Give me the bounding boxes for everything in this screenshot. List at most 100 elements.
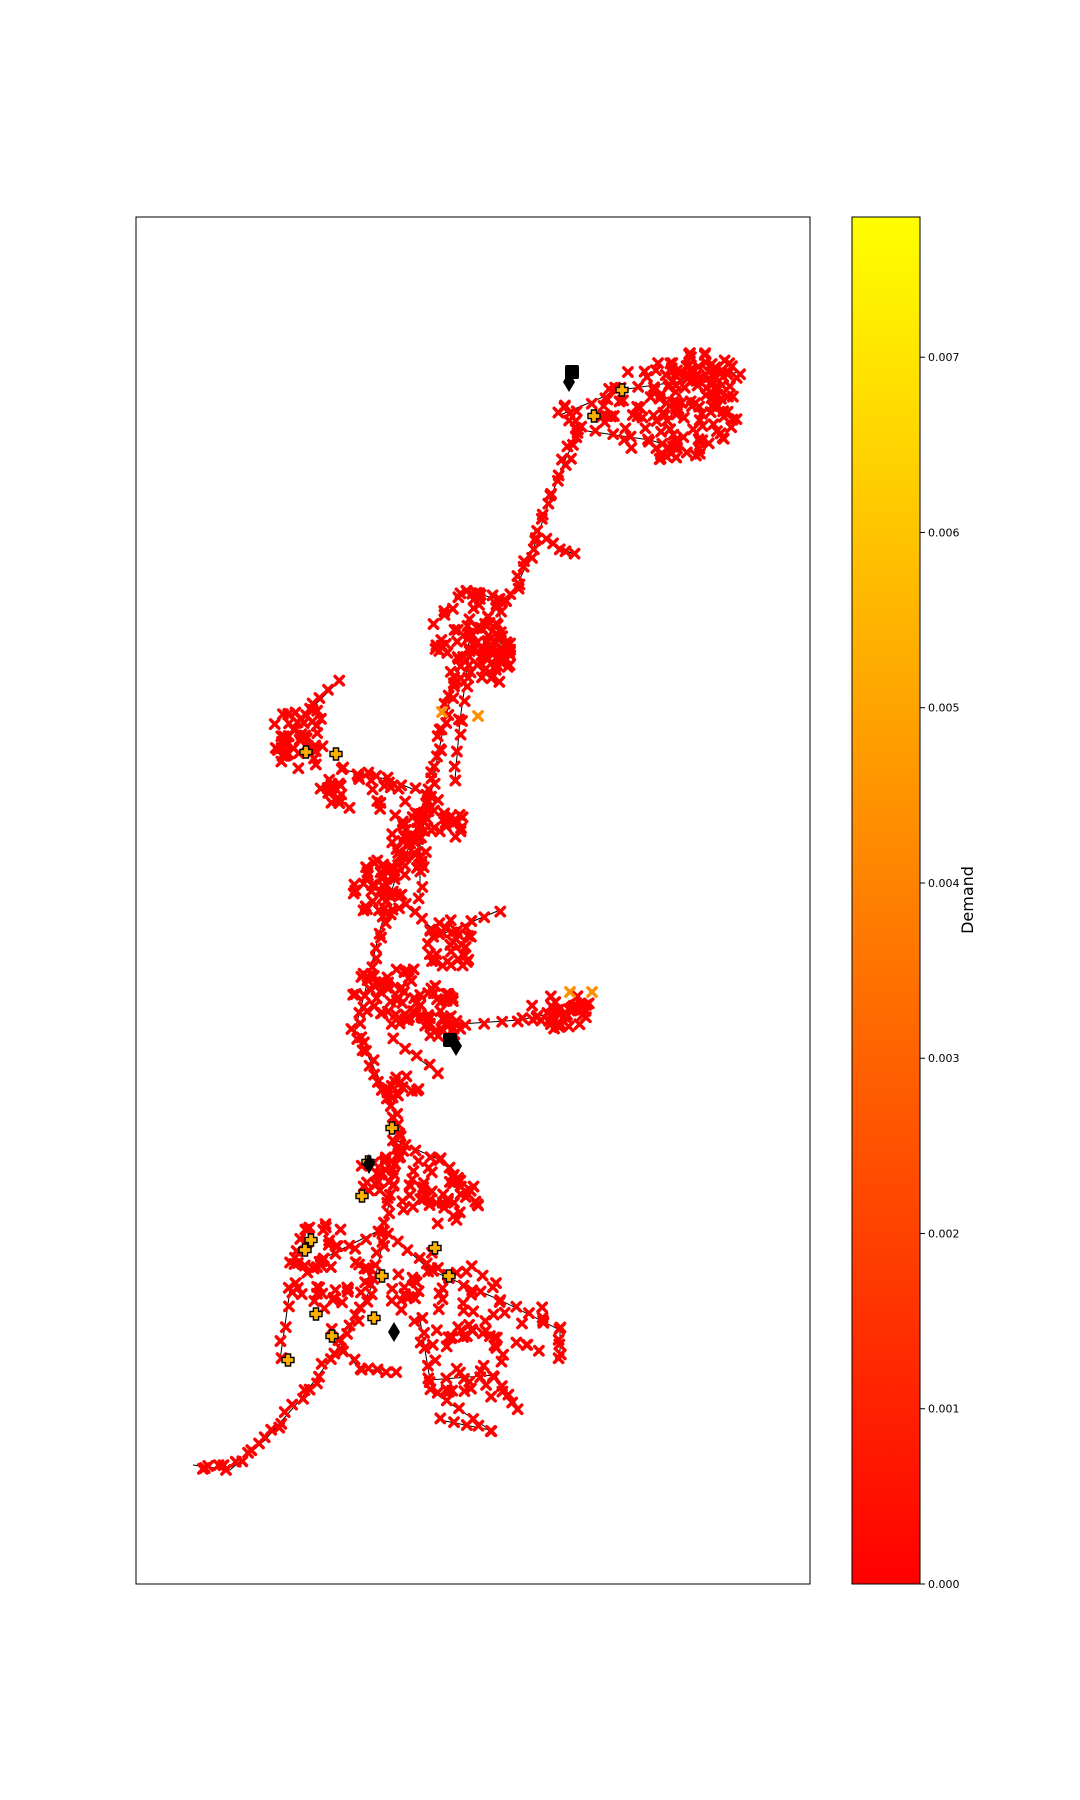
network-node xyxy=(389,809,402,822)
network-node xyxy=(322,683,334,696)
network-node xyxy=(399,859,411,872)
network-node xyxy=(438,608,451,621)
colorbar-label: Demand xyxy=(958,866,977,934)
network-node xyxy=(552,406,565,419)
network-node xyxy=(409,1144,422,1157)
network-node xyxy=(334,1223,347,1236)
network-node xyxy=(329,1284,342,1297)
network-node xyxy=(410,1049,423,1062)
network-node xyxy=(660,397,673,410)
network-node xyxy=(414,1336,427,1349)
network-node xyxy=(457,1297,470,1310)
network-node xyxy=(368,856,380,869)
network-node xyxy=(374,796,387,809)
network-node xyxy=(434,1152,447,1165)
network-node xyxy=(379,1155,392,1167)
network-node xyxy=(242,1446,254,1459)
network-node xyxy=(406,811,419,823)
network-node xyxy=(490,1277,502,1289)
network-node xyxy=(530,1011,543,1024)
network-node xyxy=(552,1007,564,1020)
network-node xyxy=(284,1256,297,1269)
network-node xyxy=(428,821,441,834)
network-node xyxy=(388,869,401,882)
network-node xyxy=(412,1155,425,1167)
colorbar-tick-label: 0.006 xyxy=(928,526,960,539)
network-node xyxy=(562,1003,575,1015)
network-node xyxy=(388,1168,400,1181)
network-node xyxy=(532,1344,545,1357)
network-node xyxy=(311,1287,323,1300)
network-node xyxy=(373,904,385,917)
network-node xyxy=(362,766,375,779)
plus-marker-node xyxy=(309,1307,323,1321)
network-node xyxy=(315,1357,328,1370)
network-node xyxy=(392,1089,404,1102)
network-node xyxy=(485,672,498,685)
plus-marker-node xyxy=(325,1329,339,1343)
network-node xyxy=(292,762,305,775)
network-node xyxy=(494,1294,507,1306)
network-node xyxy=(370,952,383,965)
network-node xyxy=(371,1076,384,1088)
network-node xyxy=(390,994,403,1007)
network-node xyxy=(342,1282,354,1295)
network-node xyxy=(414,999,427,1012)
network-node xyxy=(450,1213,463,1226)
network-node xyxy=(333,674,346,687)
network-node xyxy=(324,1353,337,1365)
network-node xyxy=(462,930,474,942)
network-node xyxy=(343,1319,356,1332)
network-node xyxy=(381,1082,394,1094)
network-node xyxy=(687,423,700,436)
network-node xyxy=(362,869,374,882)
network-node xyxy=(436,1282,449,1295)
network-node xyxy=(480,1378,492,1391)
network-node xyxy=(323,1234,336,1247)
network-node xyxy=(283,717,295,730)
network-node xyxy=(597,400,610,412)
network-node xyxy=(512,582,525,595)
network-node xyxy=(380,1366,392,1379)
network-node xyxy=(561,440,574,453)
network-node xyxy=(348,1353,361,1366)
network-node xyxy=(390,1071,403,1084)
network-node xyxy=(347,887,360,900)
network-node xyxy=(369,1259,382,1272)
network-node xyxy=(502,1388,515,1401)
network-node xyxy=(434,1005,447,1017)
plot-frame xyxy=(135,216,811,1585)
network-node xyxy=(586,986,598,998)
network-node xyxy=(392,782,405,795)
network-node xyxy=(473,592,486,605)
network-node xyxy=(613,395,626,408)
network-node xyxy=(431,750,443,763)
plus-marker-node xyxy=(587,409,601,423)
network-node xyxy=(417,1012,430,1024)
network-node xyxy=(229,1455,242,1468)
network-node xyxy=(408,1315,421,1328)
colorbar-tick-label: 0.004 xyxy=(928,877,960,890)
network-node xyxy=(487,1308,500,1321)
network-node xyxy=(355,970,368,983)
network-node xyxy=(341,1285,354,1298)
network-node xyxy=(389,1158,401,1171)
network-node xyxy=(415,858,428,871)
network-node xyxy=(444,665,457,678)
network-node xyxy=(715,364,728,377)
network-node xyxy=(376,910,389,923)
network-node xyxy=(409,782,422,794)
network-node xyxy=(426,1338,439,1351)
network-node xyxy=(448,1416,460,1428)
network-node xyxy=(297,1392,310,1405)
special-nodes xyxy=(281,365,629,1367)
network-node xyxy=(562,1020,575,1033)
network-node xyxy=(278,1406,291,1419)
network-node xyxy=(699,347,712,360)
plus-marker-node xyxy=(375,1269,389,1283)
network-node xyxy=(460,1330,473,1342)
network-node xyxy=(407,1165,420,1178)
network-node xyxy=(559,459,572,471)
network-node xyxy=(511,1403,524,1416)
network-node xyxy=(449,774,462,787)
